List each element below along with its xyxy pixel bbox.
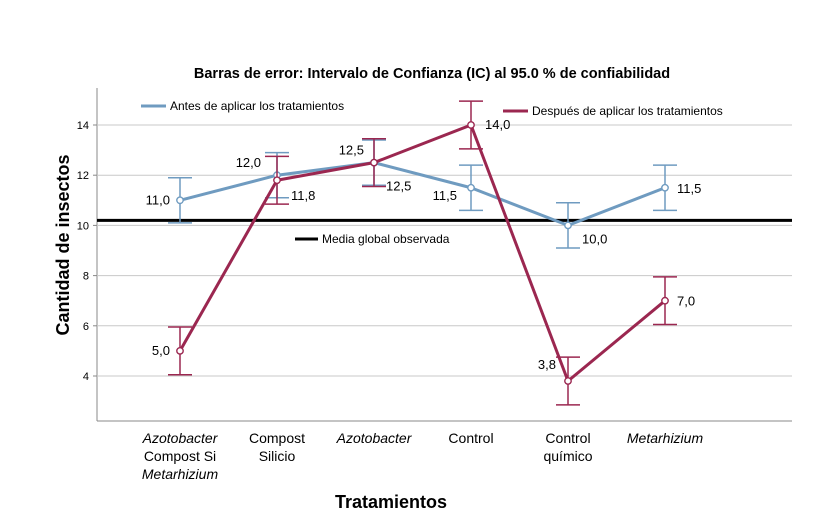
data-point <box>467 183 475 192</box>
x-tick-label-line: Silicio <box>259 448 296 464</box>
x-tick-label: Compost Silicio <box>249 430 305 464</box>
legend-before-label: Antes de aplicar los tratamientos <box>170 99 344 113</box>
legend-reference: Media global observada <box>295 232 450 246</box>
x-tick-label-line: Metarhizium <box>142 466 219 482</box>
x-tick-label-line: químico <box>543 448 592 464</box>
data-point <box>176 346 184 355</box>
legend-before: Antes de aplicar los tratamientos <box>141 99 344 113</box>
data-label: 10,0 <box>582 231 607 246</box>
x-tick-label: Azotobacter Compost Si Metarhizium <box>142 430 219 482</box>
data-point <box>564 377 572 385</box>
data-point <box>176 196 184 205</box>
x-tick-label: Azotobacter <box>336 430 413 446</box>
x-tick-label-line: Control <box>448 430 493 446</box>
y-tick-labels: 4 6 8 10 12 14 <box>77 120 97 383</box>
x-tick-label-line: Compost Si <box>144 448 216 464</box>
x-axis-title: Tratamientos <box>335 492 447 512</box>
y-tick-label: 8 <box>83 271 89 283</box>
legend-reference-label: Media global observada <box>322 232 450 246</box>
data-point <box>564 221 572 230</box>
y-tick-label: 4 <box>83 371 89 383</box>
data-label: 12,5 <box>386 179 411 194</box>
x-tick-label: Metarhizium <box>627 430 704 446</box>
x-tick-label-line: Azotobacter <box>142 430 219 446</box>
y-tick-label: 10 <box>77 220 89 232</box>
x-tick-label-line: Azotobacter <box>336 430 413 446</box>
x-tick-label-line: Metarhizium <box>627 430 704 446</box>
data-point <box>273 176 281 185</box>
legend-after: Después de aplicar los tratamientos <box>503 104 723 118</box>
series-line <box>178 123 666 383</box>
x-tick-label: Control químico <box>543 430 592 464</box>
data-label: 7,0 <box>677 294 695 309</box>
x-tick-label: Control <box>448 430 493 446</box>
data-label: 12,5 <box>339 143 364 158</box>
y-tick-label: 14 <box>77 120 89 132</box>
x-tick-label-line: Control <box>545 430 590 446</box>
series-line <box>179 161 666 227</box>
y-tick-label: 12 <box>77 170 89 182</box>
data-point <box>370 158 378 167</box>
data-point <box>661 183 669 192</box>
data-label: 3,8 <box>538 357 556 372</box>
data-label: 11,0 <box>146 192 170 207</box>
data-point <box>467 121 475 129</box>
data-label: 11,5 <box>677 181 701 196</box>
data-label: 5,0 <box>152 343 170 358</box>
x-tick-label-line: Compost <box>249 430 305 446</box>
data-label: 14,0 <box>485 117 510 132</box>
data-label: 11,5 <box>433 188 457 203</box>
x-tick-labels: Azotobacter Compost Si Metarhizium Compost S… <box>142 430 704 482</box>
y-tick-label: 6 <box>83 321 89 333</box>
data-point <box>661 296 669 305</box>
legend-after-label: Después de aplicar los tratamientos <box>532 104 723 118</box>
data-label: 12,0 <box>236 155 261 170</box>
gridlines <box>97 124 792 377</box>
y-axis-title: Cantidad de insectos <box>53 154 73 335</box>
series-layer: 11,0 12,0 12,5 11,5 10,0 11,5 5,0 11,8 12,5 14,0 3… <box>146 100 701 406</box>
data-label: 11,8 <box>291 188 315 203</box>
series-1: 5,0 11,8 12,5 14,0 3,8 7,0 <box>152 100 695 406</box>
chart-title: Barras de error: Intervalo de Confianza … <box>194 66 670 82</box>
